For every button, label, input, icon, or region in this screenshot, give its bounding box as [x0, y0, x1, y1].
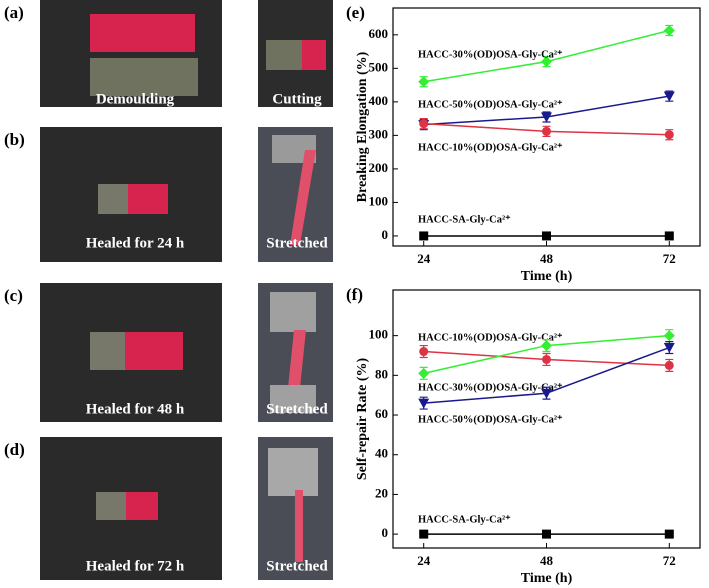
data-point	[419, 347, 429, 357]
x-tick-label: 48	[540, 251, 554, 266]
data-point	[418, 367, 430, 379]
y-tick-label: 600	[369, 26, 389, 41]
y-tick-label: 100	[369, 327, 389, 342]
sample	[290, 150, 316, 245]
photo-caption: Stretched	[266, 401, 328, 417]
y-axis-title: Breaking Elongation (%)	[355, 51, 370, 202]
y-tick-label: 200	[369, 160, 389, 175]
series-label: HACC-10%(OD)OSA-Gly-Ca²⁺	[418, 332, 563, 343]
photo-caption: Demoulding	[96, 91, 175, 107]
y-tick-label: 0	[382, 227, 389, 242]
photo-caption: Healed for 72 h	[86, 558, 185, 574]
y-tick-label: 20	[375, 485, 388, 500]
data-point	[418, 398, 430, 409]
y-tick-label: 80	[375, 366, 388, 381]
photo-caption: Healed for 24 h	[86, 235, 185, 251]
sample	[288, 330, 306, 388]
panel-label: (d)	[4, 440, 25, 459]
photo-caption: Stretched	[266, 558, 328, 574]
y-tick-label: 40	[375, 446, 388, 461]
data-point	[418, 76, 430, 88]
sample	[266, 40, 302, 70]
x-tick-label: 72	[663, 251, 676, 266]
y-tick-label: 100	[369, 193, 389, 208]
panel-label: (b)	[4, 130, 25, 149]
data-point	[663, 330, 675, 342]
panel-label: (f)	[346, 285, 363, 304]
data-point	[541, 340, 552, 352]
sample	[98, 184, 128, 214]
data-point	[663, 24, 675, 36]
y-axis-title: Self-repair Rate (%)	[355, 357, 370, 480]
data-point	[541, 112, 552, 123]
sample	[90, 14, 195, 52]
sample	[96, 492, 126, 520]
clamp	[270, 292, 316, 332]
y-tick-label: 300	[369, 126, 389, 141]
data-point	[542, 529, 551, 539]
data-point	[419, 231, 429, 241]
data-point	[664, 360, 674, 370]
sample	[125, 332, 183, 370]
x-tick-label: 48	[540, 553, 554, 568]
data-point	[542, 231, 551, 241]
data-point	[419, 119, 429, 129]
sample	[90, 332, 125, 370]
photo-caption: Cutting	[272, 91, 322, 107]
data-point	[542, 354, 551, 364]
series-label: HACC-SA-Gly-Ca²⁺	[418, 514, 511, 525]
clamp	[268, 448, 318, 496]
sample	[90, 58, 198, 96]
sample	[126, 492, 158, 520]
y-tick-label: 400	[369, 93, 389, 108]
x-axis-title: Time (h)	[521, 571, 573, 586]
data-point	[663, 91, 675, 102]
data-point	[542, 126, 551, 136]
data-point	[541, 388, 552, 399]
x-tick-label: 24	[417, 251, 431, 266]
x-tick-label: 72	[663, 553, 676, 568]
photo-caption: Stretched	[266, 235, 328, 251]
panel-label: (c)	[4, 286, 23, 305]
series-label: HACC-SA-Gly-Ca²⁺	[418, 214, 511, 225]
series-label: HACC-30%(OD)OSA-Gly-Ca²⁺	[418, 382, 563, 393]
sample	[295, 490, 303, 562]
series-label: HACC-10%(OD)OSA-Gly-Ca²⁺	[418, 142, 563, 153]
data-point	[664, 529, 674, 539]
y-tick-label: 60	[375, 406, 388, 421]
series-label: HACC-50%(OD)OSA-Gly-Ca²⁺	[418, 99, 563, 110]
y-tick-label: 500	[369, 59, 389, 74]
photo-caption: Healed for 48 h	[86, 401, 185, 417]
y-tick-label: 0	[382, 525, 389, 540]
photos	[40, 0, 333, 580]
clamp	[270, 385, 316, 413]
sample	[302, 40, 326, 70]
series-label: HACC-30%(OD)OSA-Gly-Ca²⁺	[418, 49, 563, 60]
data-point	[663, 343, 675, 354]
panel-label: (e)	[346, 3, 365, 22]
x-tick-label: 24	[417, 553, 431, 568]
data-point	[541, 56, 552, 68]
data-point	[419, 529, 429, 539]
x-axis-title: Time (h)	[521, 269, 573, 284]
data-point	[664, 130, 674, 140]
panel-label: (a)	[4, 3, 24, 22]
series-label: HACC-50%(OD)OSA-Gly-Ca²⁺	[418, 414, 563, 425]
data-point	[664, 231, 674, 241]
sample	[128, 184, 168, 214]
